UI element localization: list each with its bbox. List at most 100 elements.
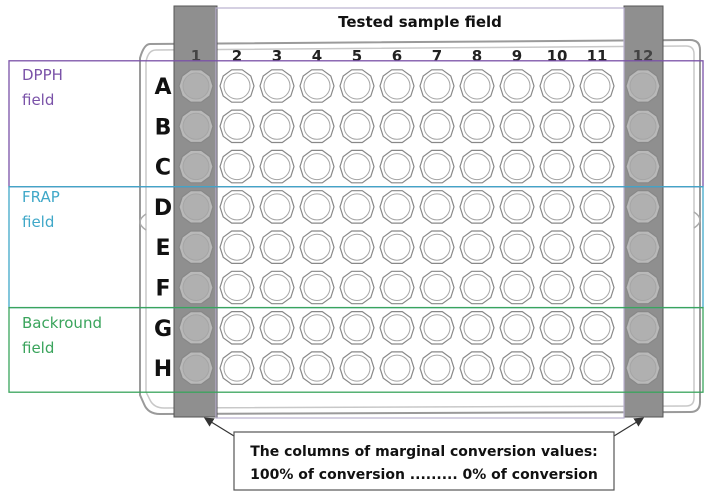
well-D10 bbox=[539, 190, 575, 224]
well-F3 bbox=[259, 270, 295, 305]
well-D4 bbox=[299, 190, 335, 224]
well-E3 bbox=[259, 230, 295, 264]
well-G3 bbox=[259, 311, 295, 345]
well-F2 bbox=[219, 270, 255, 305]
well-B2 bbox=[219, 109, 255, 144]
well-F10 bbox=[539, 270, 575, 305]
well-C4 bbox=[299, 149, 335, 184]
column-label-11: 11 bbox=[587, 47, 608, 65]
column-label-6: 6 bbox=[392, 47, 402, 65]
well-D2 bbox=[219, 190, 255, 224]
well-F7 bbox=[419, 270, 455, 305]
frap-field-label-line1: FRAP bbox=[22, 188, 60, 206]
well-A7 bbox=[419, 69, 455, 103]
column-label-9: 9 bbox=[512, 47, 522, 65]
well-D7 bbox=[419, 190, 455, 224]
well-E2 bbox=[219, 230, 255, 264]
well-H8 bbox=[459, 351, 495, 385]
well-D9 bbox=[499, 190, 535, 224]
well-F5 bbox=[339, 270, 375, 305]
column-label-3: 3 bbox=[272, 47, 282, 65]
arrow-to-column-12 bbox=[613, 417, 645, 437]
marginal-values-note-box bbox=[233, 431, 615, 491]
well-A10 bbox=[539, 69, 575, 103]
frap-field-label: FRAP field bbox=[22, 188, 60, 231]
frap-field-label-line2: field bbox=[22, 213, 54, 231]
well-G7 bbox=[419, 311, 455, 345]
well-F1 bbox=[178, 270, 214, 305]
marginal-values-note-line2: 100% of conversion ......... 0% of conve… bbox=[250, 467, 598, 483]
well-C5 bbox=[339, 149, 375, 184]
well-H2 bbox=[219, 351, 255, 385]
row-label-E: E bbox=[155, 236, 170, 261]
marginal-values-note-line1: The columns of marginal conversion value… bbox=[250, 444, 598, 460]
well-D8 bbox=[459, 190, 495, 224]
column-label-2: 2 bbox=[232, 47, 242, 65]
row-label-B: B bbox=[155, 115, 172, 140]
well-B11 bbox=[579, 109, 615, 144]
well-C11 bbox=[579, 149, 615, 184]
well-C7 bbox=[419, 149, 455, 184]
well-G2 bbox=[219, 311, 255, 345]
well-G4 bbox=[299, 311, 335, 345]
arrow-to-column-1 bbox=[203, 417, 235, 437]
well-A2 bbox=[219, 69, 255, 103]
well-H6 bbox=[379, 351, 415, 385]
column-label-8: 8 bbox=[472, 47, 482, 65]
column-label-4: 4 bbox=[312, 47, 322, 65]
well-F11 bbox=[579, 270, 615, 305]
plate-notch-left bbox=[139, 213, 147, 231]
plate-inner-outline bbox=[145, 45, 695, 409]
well-F4 bbox=[299, 270, 335, 305]
column-label-10: 10 bbox=[547, 47, 568, 65]
well-B3 bbox=[259, 109, 295, 144]
well-A6 bbox=[379, 69, 415, 103]
tested-sample-field-title: Tested sample field bbox=[338, 13, 502, 31]
well-E11 bbox=[579, 230, 615, 264]
plate-notch-right bbox=[693, 211, 701, 229]
well-A12 bbox=[625, 69, 661, 103]
well-D11 bbox=[579, 190, 615, 224]
well-B8 bbox=[459, 109, 495, 144]
dpph-field-label-line2: field bbox=[22, 91, 54, 109]
background-field-label-line2: field bbox=[22, 339, 54, 357]
well-H12 bbox=[625, 351, 661, 385]
column-label-12: 12 bbox=[633, 47, 654, 65]
well-F12 bbox=[625, 270, 661, 305]
tested-sample-field-frame bbox=[215, 7, 625, 419]
dpph-field-label: DPPH field bbox=[22, 66, 63, 109]
well-C3 bbox=[259, 149, 295, 184]
well-D6 bbox=[379, 190, 415, 224]
row-label-F: F bbox=[155, 277, 170, 302]
column-label-1: 1 bbox=[191, 47, 201, 65]
well-C1 bbox=[178, 149, 214, 184]
well-D1 bbox=[178, 190, 214, 224]
well-G8 bbox=[459, 311, 495, 345]
well-H7 bbox=[419, 351, 455, 385]
background-field-band bbox=[8, 306, 704, 393]
well-E10 bbox=[539, 230, 575, 264]
row-label-C: C bbox=[155, 156, 171, 181]
column-label-5: 5 bbox=[352, 47, 362, 65]
well-H5 bbox=[339, 351, 375, 385]
background-field-label: Backround field bbox=[22, 314, 102, 357]
row-label-D: D bbox=[154, 196, 172, 221]
well-B6 bbox=[379, 109, 415, 144]
well-G5 bbox=[339, 311, 375, 345]
well-F9 bbox=[499, 270, 535, 305]
well-C9 bbox=[499, 149, 535, 184]
well-H10 bbox=[539, 351, 575, 385]
well-A3 bbox=[259, 69, 295, 103]
well-A9 bbox=[499, 69, 535, 103]
well-C2 bbox=[219, 149, 255, 184]
well-B10 bbox=[539, 109, 575, 144]
well-E4 bbox=[299, 230, 335, 264]
well-B4 bbox=[299, 109, 335, 144]
well-A11 bbox=[579, 69, 615, 103]
well-B1 bbox=[178, 109, 214, 144]
well-D3 bbox=[259, 190, 295, 224]
well-H3 bbox=[259, 351, 295, 385]
well-H9 bbox=[499, 351, 535, 385]
row-label-H: H bbox=[154, 357, 172, 382]
well-B12 bbox=[625, 109, 661, 144]
